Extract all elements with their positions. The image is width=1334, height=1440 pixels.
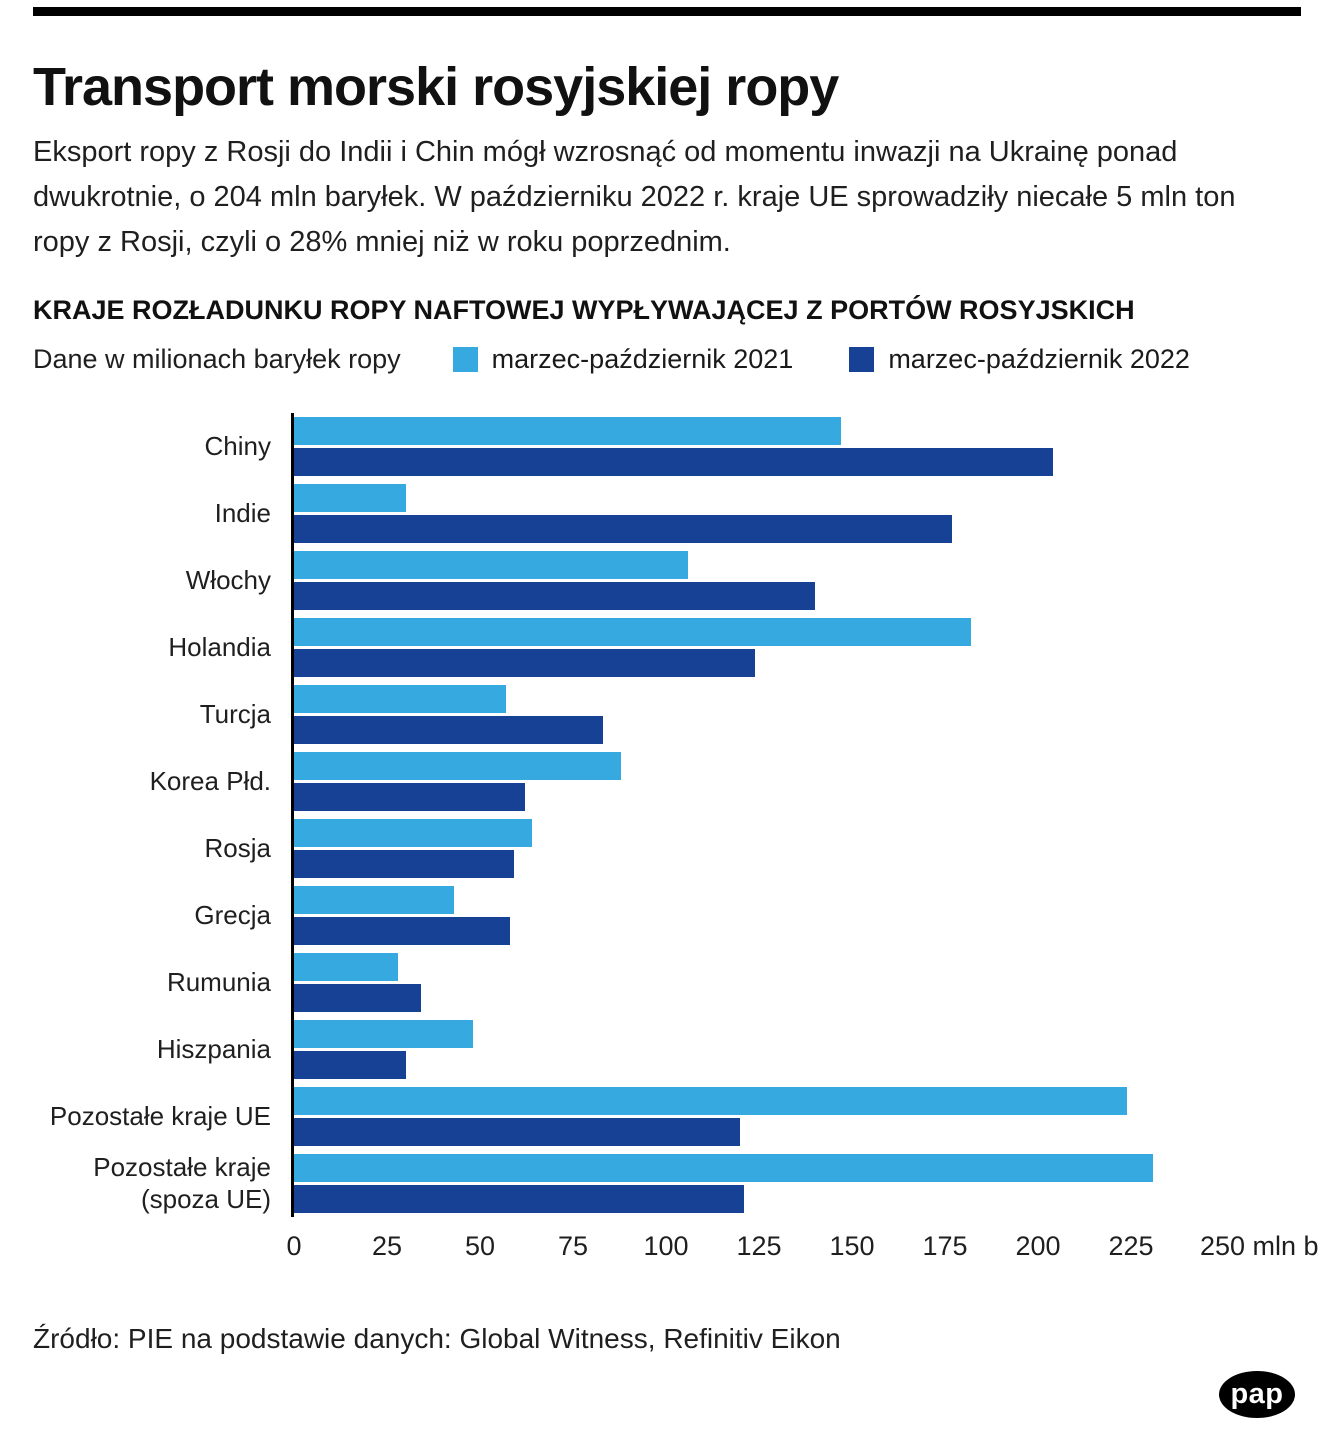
category-label: Pozostałe kraje UE (49, 1101, 271, 1132)
legend-swatch-2022 (849, 346, 875, 372)
bar-2021 (294, 550, 689, 579)
bar-2022 (294, 514, 953, 543)
x-tick-label: 150 (829, 1230, 875, 1261)
chart-row: Włochy (33, 546, 1301, 614)
pap-logo: pap (1219, 1370, 1295, 1418)
top-black-bar (33, 7, 1301, 16)
bar-2022 (294, 715, 603, 744)
bar-2021 (294, 416, 841, 445)
chart-legend: Dane w milionach baryłek ropy marzec-paź… (33, 344, 1301, 375)
bar-group (291, 613, 1301, 681)
bar-group (291, 1082, 1301, 1150)
category-label: Rumunia (166, 967, 271, 998)
x-axis: 0 25 50 75 100 125 150 175 200 225 250 mln b (33, 1227, 1318, 1267)
bar-group (291, 412, 1301, 480)
bar-group (291, 881, 1301, 949)
x-tick-label: 75 (557, 1230, 589, 1261)
source-note: Źródło: PIE na podstawie danych: Global … (33, 1322, 841, 1354)
legend-label-2021: marzec-październik 2021 (491, 343, 794, 374)
chart-row: Pozostałe kraje (spoza UE) (33, 1149, 1301, 1217)
category-label: Włochy (185, 565, 271, 596)
chart-row: Holandia (33, 613, 1301, 681)
category-label: Korea Płd. (149, 766, 271, 797)
bar-group (291, 680, 1301, 748)
legend-item-2022: marzec-październik 2022 (849, 344, 1190, 375)
x-tick-label: 225 (1108, 1230, 1154, 1261)
x-tick-label: 125 (736, 1230, 782, 1261)
bar-2021 (294, 885, 454, 914)
bar-2022 (294, 447, 1053, 476)
page-title: Transport morski rosyjskiej ropy (33, 57, 839, 117)
x-tick-label: 250 mln b (1200, 1230, 1319, 1261)
x-tick-label: 200 (1015, 1230, 1061, 1261)
bar-2021 (294, 483, 406, 512)
chart-heading: KRAJE ROZŁADUNKU ROPY NAFTOWEJ WYPŁYWAJĄ… (33, 294, 1135, 325)
category-label: Turcja (199, 699, 271, 730)
bar-2022 (294, 581, 815, 610)
category-label: Holandia (168, 632, 271, 663)
chart-rows: Chiny Indie Włochy Holandia Turcja Korea Płd.… (33, 412, 1301, 1217)
bar-2022 (294, 983, 421, 1012)
x-tick-label: 50 (464, 1230, 496, 1261)
bar-group (291, 814, 1301, 882)
bar-2021 (294, 1086, 1128, 1115)
chart-row: Chiny (33, 412, 1301, 480)
chart-row: Rosja (33, 814, 1301, 882)
axis-spacer (33, 1227, 291, 1267)
category-label: Indie (214, 498, 271, 529)
legend-label-2022: marzec-październik 2022 (888, 343, 1190, 374)
bar-group (291, 546, 1301, 614)
bar-2022 (294, 916, 510, 945)
chart-row: Korea Płd. (33, 747, 1301, 815)
bar-group (291, 1015, 1301, 1083)
category-label: Hiszpania (156, 1034, 271, 1065)
bar-2022 (294, 849, 514, 878)
category-label: Pozostałe kraje (spoza UE) (93, 1151, 271, 1215)
bar-group (291, 948, 1301, 1016)
bar-2021 (294, 1153, 1154, 1182)
bar-2021 (294, 617, 971, 646)
category-label: Grecja (194, 900, 271, 931)
bar-2021 (294, 684, 506, 713)
chart-row: Indie (33, 479, 1301, 547)
legend-item-2021: marzec-październik 2021 (452, 343, 794, 375)
bar-2022 (294, 1184, 745, 1213)
chart-row: Turcja (33, 680, 1301, 748)
chart-row: Pozostałe kraje UE (33, 1082, 1301, 1150)
x-tick-label: 0 (286, 1230, 302, 1261)
bar-chart: Chiny Indie Włochy Holandia Turcja Korea Płd.… (33, 412, 1319, 1267)
category-label: Rosja (204, 833, 271, 864)
bar-2022 (294, 1117, 741, 1146)
chart-row: Hiszpania (33, 1015, 1301, 1083)
bar-2021 (294, 751, 622, 780)
x-tick-label: 175 (922, 1230, 968, 1261)
bar-2021 (294, 952, 399, 981)
x-tick-label: 25 (371, 1230, 403, 1261)
bar-group (291, 1149, 1301, 1217)
unit-note: Dane w milionach baryłek ropy (33, 343, 401, 374)
category-label: Chiny (204, 431, 271, 462)
bar-2021 (294, 818, 533, 847)
logo-row: pap (33, 1370, 1301, 1418)
bar-2022 (294, 1050, 406, 1079)
intro-paragraph: Eksport ropy z Rosji do Indii i Chin móg… (33, 136, 1236, 258)
x-tick-label: 100 (643, 1230, 689, 1261)
bar-2021 (294, 1019, 473, 1048)
legend-swatch-2021 (452, 346, 478, 372)
bar-2022 (294, 782, 525, 811)
chart-row: Rumunia (33, 948, 1301, 1016)
x-axis-ticks: 0 25 50 75 100 125 150 175 200 225 250 mln b (286, 1227, 1318, 1267)
bar-2022 (294, 648, 756, 677)
chart-row: Grecja (33, 881, 1301, 949)
bar-group (291, 479, 1301, 547)
bar-group (291, 747, 1301, 815)
